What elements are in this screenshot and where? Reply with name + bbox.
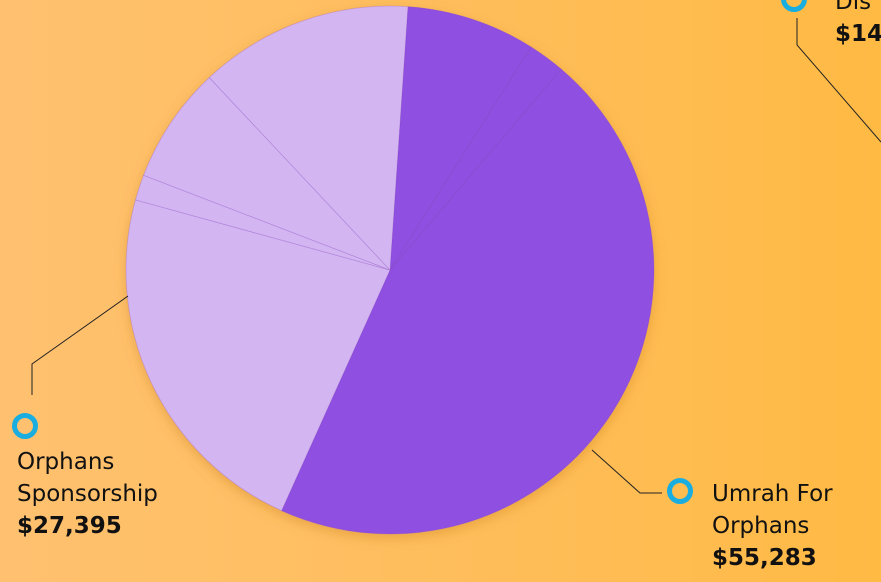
annotation: Dis $14 bbox=[835, 0, 881, 50]
pie-slice bbox=[389, 6, 532, 271]
slice-label: Orphans Sponsorship $27,395 bbox=[17, 446, 222, 542]
slice-label: Umrah For Orphans $55,283 bbox=[712, 478, 881, 574]
pie-slice bbox=[281, 68, 655, 535]
leader-line bbox=[31, 295, 129, 395]
leader-line bbox=[796, 18, 881, 143]
pie-slice bbox=[125, 199, 391, 512]
label-name: Umrah For Orphans bbox=[712, 481, 833, 539]
annotation-text: Dis bbox=[835, 0, 872, 15]
label-name: Orphans Sponsorship bbox=[17, 449, 158, 507]
pie bbox=[125, 5, 655, 535]
annotation-text: $14 bbox=[835, 21, 881, 47]
pie-slice bbox=[208, 5, 409, 271]
pie-slice bbox=[143, 76, 391, 271]
legend-marker bbox=[667, 478, 693, 504]
legend-marker bbox=[12, 413, 38, 439]
label-value: $27,395 bbox=[17, 513, 122, 539]
legend-marker bbox=[781, 0, 807, 12]
leader-line bbox=[591, 449, 662, 494]
label-value: $55,283 bbox=[712, 545, 817, 571]
